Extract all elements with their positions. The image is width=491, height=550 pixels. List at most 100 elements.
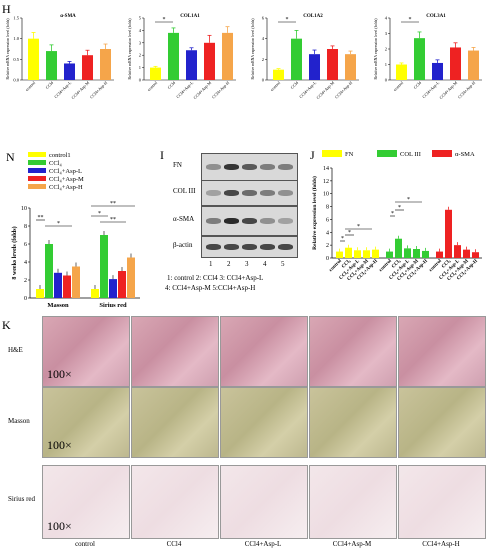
blot-band <box>224 164 239 170</box>
j-sig-star: * <box>407 197 410 203</box>
n-bar <box>100 235 108 298</box>
h-chart-title: α-SMA <box>60 14 76 19</box>
h-tick-label: 4 <box>262 36 265 41</box>
j-tick-label: 0 <box>326 256 329 262</box>
blot-lane-number: 5 <box>281 260 285 268</box>
blot-caption: 1: control 2: CCl4 3: CCl4+Asp-L <box>167 274 264 282</box>
h-bar <box>432 62 443 80</box>
histology-image <box>131 316 219 387</box>
n-legend-swatch <box>28 160 46 165</box>
n-bar <box>54 272 62 298</box>
histology-column-label: CCl4+Asp-H <box>422 540 460 548</box>
panel-n-chart: control1CCl₄CCl₄+Asp-LCCl₄+Asp-MCCl₄+Asp… <box>11 152 140 308</box>
j-tick-label: 12 <box>323 179 329 185</box>
blot-strip <box>201 236 298 258</box>
n-legend-swatch <box>28 152 46 157</box>
h-x-label: CCl4 <box>289 80 299 90</box>
histology-row-label: Sirius red <box>8 495 36 503</box>
j-bar <box>413 249 420 258</box>
j-bar <box>472 252 479 258</box>
n-legend-label: CCl₄+Asp-M <box>49 176 84 183</box>
n-tick-label: 2 <box>24 278 27 284</box>
panel-i-letter: I <box>160 148 164 162</box>
blot-row-label: COL III <box>173 187 196 195</box>
n-group-label: Sirius red <box>99 302 127 308</box>
h-tick-label: 1.0 <box>13 36 19 41</box>
h-tick-label: 0.0 <box>13 78 19 83</box>
j-tick-label: 8 <box>326 205 329 211</box>
h-bar <box>468 50 479 80</box>
h-tick-label: 6 <box>262 16 265 21</box>
j-bar <box>386 251 393 258</box>
h-x-label: CCl4+Asp-M <box>315 80 335 100</box>
j-bar <box>363 250 370 258</box>
j-tick-label: 14 <box>323 166 329 172</box>
h-bar <box>150 67 161 80</box>
histology-image <box>220 465 308 539</box>
h-tick-label: 0.5 <box>13 57 19 62</box>
h-chart-3: COL3A1 0 1 2 3 4 Relative mRNA expression leve… <box>374 14 482 100</box>
n-legend-swatch <box>28 184 46 189</box>
h-tick-label: 1 <box>385 62 387 67</box>
blot-band <box>206 218 221 224</box>
h-tick-label: 2 <box>262 57 264 62</box>
h-bar <box>273 69 284 80</box>
h-y-label: Relative mRNA expression level (folds) <box>6 18 10 80</box>
histology-image <box>220 316 308 387</box>
n-bar <box>127 257 135 298</box>
h-bar <box>204 42 215 80</box>
h-sig-star: * <box>163 17 166 23</box>
blot-band <box>260 190 275 196</box>
h-x-label: control <box>269 80 282 93</box>
n-y-label: 8 weeks levels (folds) <box>11 226 18 279</box>
n-legend-label: CCl₄+Asp-L <box>49 168 82 175</box>
histology-image <box>131 387 219 458</box>
j-bar <box>372 249 379 258</box>
h-chart-title: COL3A1 <box>426 14 446 19</box>
h-x-label: CCl4 <box>44 80 54 90</box>
h-bar <box>168 32 179 80</box>
histology-image <box>131 465 219 539</box>
j-bar <box>454 245 461 258</box>
n-bar <box>45 244 53 298</box>
n-bar <box>36 289 44 298</box>
j-legend-label: α-SMA <box>455 151 475 158</box>
h-tick-label: 1 <box>139 65 141 70</box>
n-legend-swatch <box>28 168 46 173</box>
histology-image: 100× <box>42 316 130 387</box>
n-legend-swatch <box>28 176 46 181</box>
j-bar <box>422 250 429 258</box>
h-chart-title: COL1A1 <box>180 14 200 19</box>
h-tick-label: 4 <box>139 28 142 33</box>
n-legend-label: CCl₄ <box>49 160 62 167</box>
panel-j-chart: FN COL III α-SMA 0 2 4 6 8 10 12 14 Relative expres… <box>311 150 482 282</box>
h-chart-1: COL1A1 0 1 2 3 4 5 Relative mRNA expression lev… <box>128 14 236 100</box>
blot-band <box>278 190 293 196</box>
j-bar <box>354 250 361 258</box>
histology-column-label: CCl4 <box>166 540 182 548</box>
n-sig-star: * <box>98 211 101 217</box>
blot-lane-number: 1 <box>209 260 213 268</box>
h-y-label: Relative mRNA expression level (folds) <box>251 18 255 80</box>
h-y-label: Relative mRNA expression level (folds) <box>128 18 132 80</box>
h-x-label: CCl4+Asp-H <box>89 80 108 99</box>
j-x-label: CCl₄ <box>341 259 352 270</box>
j-bar <box>345 247 352 258</box>
h-bar <box>46 51 57 80</box>
histology-image <box>220 387 308 458</box>
blot-band <box>206 244 221 250</box>
h-bar <box>345 54 356 80</box>
n-bar <box>72 266 80 298</box>
blot-band <box>224 190 239 196</box>
blot-caption: 4: CCl4+Asp-M 5:CCl4+Asp-H <box>165 284 256 292</box>
h-tick-label: 3 <box>385 31 388 36</box>
blot-band <box>206 190 221 196</box>
n-bar <box>91 289 99 298</box>
histology-image: 100× <box>42 387 130 458</box>
histology-column-label: CCl4+Asp-L <box>244 540 282 548</box>
h-x-label: control <box>146 80 159 93</box>
h-x-label: control <box>24 80 37 93</box>
n-legend-label: CCl₄+Asp-H <box>49 184 83 191</box>
j-sig-star: * <box>357 224 360 230</box>
